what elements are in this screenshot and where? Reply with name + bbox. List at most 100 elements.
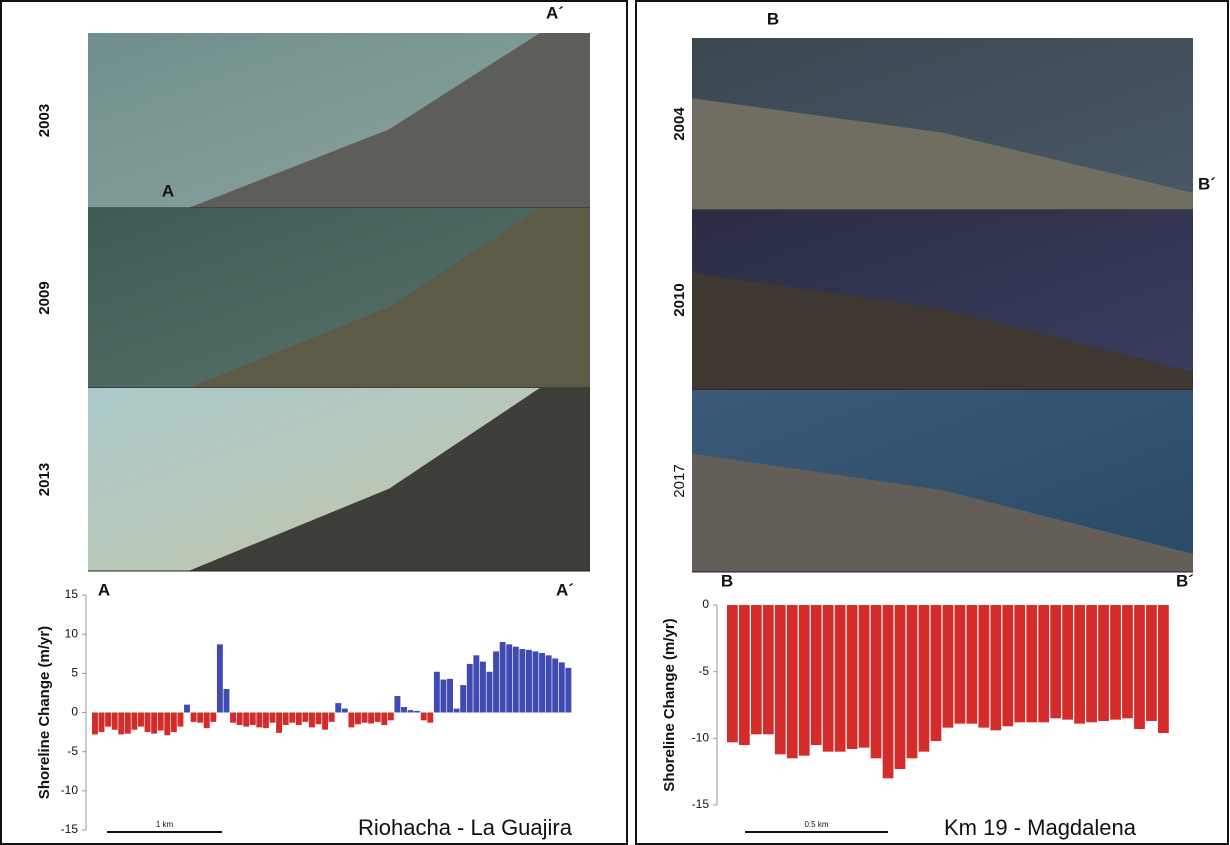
bar — [145, 713, 151, 733]
profile-label: A´ — [556, 580, 574, 599]
bar — [775, 605, 786, 754]
bar — [158, 713, 164, 731]
bar — [500, 642, 506, 713]
bar — [480, 662, 486, 713]
bar — [230, 713, 236, 723]
bar — [1050, 605, 1061, 718]
bar — [316, 713, 322, 725]
bar — [1122, 605, 1133, 718]
bar — [883, 605, 894, 778]
bar — [1026, 605, 1037, 722]
bar — [895, 605, 906, 769]
bar — [1086, 605, 1097, 722]
bar — [92, 713, 98, 735]
bar — [440, 680, 446, 713]
bar — [348, 713, 354, 728]
bar — [447, 679, 453, 713]
bar — [427, 713, 433, 723]
bar — [526, 650, 532, 713]
location-title: Riohacha - La Guajira — [358, 815, 573, 840]
bar — [751, 605, 762, 734]
profile-label: A — [98, 580, 110, 599]
bar — [552, 658, 558, 712]
bar — [1038, 605, 1049, 722]
profile-label: A — [162, 181, 174, 200]
bar — [506, 644, 512, 712]
bar — [1110, 605, 1121, 720]
bar — [368, 713, 374, 724]
bar — [727, 605, 738, 742]
bar — [118, 713, 124, 735]
bar — [546, 655, 552, 712]
bar — [1074, 605, 1085, 724]
profile-label: B — [767, 9, 779, 28]
bar — [151, 713, 157, 734]
bar — [270, 713, 276, 723]
bar — [401, 707, 407, 712]
bar — [907, 605, 918, 758]
bar — [329, 713, 335, 722]
bar — [460, 685, 466, 712]
bar — [414, 711, 420, 713]
y-axis-label: Shoreline Change (m/yr) — [36, 626, 53, 799]
bar — [835, 605, 846, 752]
bar — [99, 713, 105, 733]
y-tick-label: -15 — [692, 797, 710, 811]
profile-label: B´ — [1198, 174, 1216, 193]
bar — [978, 605, 989, 728]
y-tick-label: -5 — [698, 664, 709, 678]
year-label: 2004 — [671, 107, 688, 141]
bar — [131, 713, 137, 730]
profile-label: B — [721, 571, 733, 590]
scale-label: 1 km — [156, 820, 174, 829]
bar — [565, 668, 571, 713]
bar — [1002, 605, 1013, 726]
bar — [799, 605, 810, 756]
bar — [931, 605, 942, 741]
bar — [954, 605, 965, 724]
bar — [787, 605, 798, 758]
bar — [217, 644, 223, 712]
bar — [388, 713, 394, 721]
bar — [473, 655, 479, 712]
bar — [276, 713, 282, 733]
year-label: 2013 — [36, 463, 53, 496]
y-tick-label: -15 — [61, 822, 79, 836]
bar — [283, 713, 289, 726]
bar — [487, 672, 493, 713]
bar — [823, 605, 834, 752]
bar — [871, 605, 882, 758]
bar — [184, 705, 190, 713]
y-tick-label: 0 — [71, 705, 78, 719]
bar — [559, 662, 565, 712]
bar — [250, 713, 256, 726]
bar — [1014, 605, 1025, 722]
bar — [138, 713, 144, 727]
bar — [763, 605, 774, 734]
year-label: 2009 — [36, 281, 53, 314]
bar — [454, 709, 460, 713]
bar — [322, 713, 328, 730]
bar — [342, 709, 348, 713]
bar — [943, 605, 954, 728]
bar — [191, 713, 197, 722]
bar — [859, 605, 870, 748]
bar — [493, 651, 499, 712]
figure: 200320092013AA´AA´151050-5-10-15Shorelin… — [0, 0, 1230, 845]
y-tick-label: 5 — [71, 666, 78, 680]
bar — [164, 713, 170, 736]
bar — [847, 605, 858, 749]
profile-label: B´ — [1176, 571, 1194, 590]
bar — [739, 605, 750, 745]
bar — [513, 647, 519, 713]
bar — [177, 713, 183, 727]
bar — [434, 672, 440, 713]
bar — [1158, 605, 1169, 733]
bar — [966, 605, 977, 724]
bar — [408, 710, 414, 712]
bar — [381, 713, 387, 726]
y-tick-label: 10 — [65, 626, 79, 640]
y-tick-label: -10 — [692, 731, 710, 745]
bar — [394, 696, 400, 712]
y-tick-label: 15 — [65, 587, 79, 601]
